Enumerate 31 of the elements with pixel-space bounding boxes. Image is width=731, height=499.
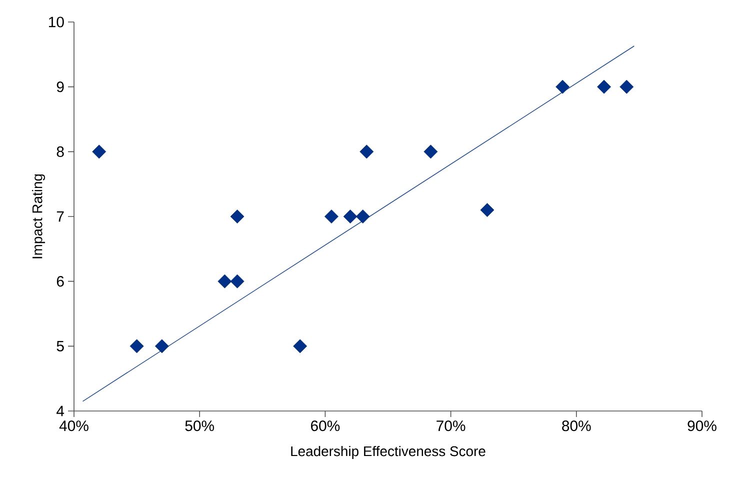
x-tick-label: 50%: [185, 420, 214, 432]
point: [218, 274, 232, 288]
point: [620, 80, 634, 94]
point: [356, 210, 370, 224]
point: [92, 144, 106, 159]
point: [343, 210, 358, 224]
y-tick-label: 5: [56, 340, 64, 352]
y-tick-label: 10: [49, 16, 64, 28]
point: [597, 80, 612, 94]
x-tick-label: 60%: [311, 420, 340, 432]
y-tick-label: 4: [56, 406, 64, 416]
y-tick-label: 8: [56, 146, 64, 157]
x-tick-label: 90%: [688, 420, 716, 432]
point: [154, 339, 169, 354]
y-axis-title: Impact Rating: [32, 174, 46, 258]
point: [556, 80, 570, 94]
x-tick-label: 70%: [436, 420, 466, 432]
y-tick-label: 9: [56, 82, 64, 92]
y-tick-label: 6: [56, 276, 64, 287]
point: [424, 144, 438, 159]
point: [480, 203, 494, 218]
point: [130, 339, 144, 354]
x-axis-title: Leadership Effectiveness Score: [291, 446, 486, 459]
point: [293, 339, 308, 354]
y-tick-label: 7: [56, 211, 64, 222]
point: [230, 210, 244, 224]
point: [360, 144, 374, 159]
point: [324, 210, 338, 224]
x-tick-label: 80%: [562, 420, 591, 432]
x-tick-label: 40%: [59, 420, 88, 432]
point: [230, 274, 244, 288]
